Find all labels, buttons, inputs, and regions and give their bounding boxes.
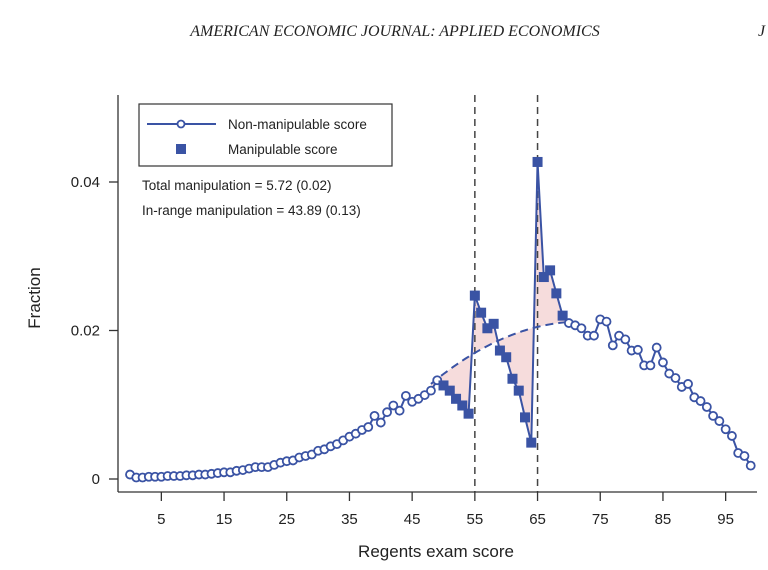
- nonmanipulable-point: [739, 451, 750, 461]
- manipulable-point: [520, 412, 531, 423]
- legend-label-manipulable: Manipulable score: [228, 142, 338, 157]
- nonmanipulable-point: [400, 390, 411, 401]
- manipulable-point: [532, 156, 543, 167]
- manipulable-point: [551, 288, 562, 299]
- manipulable-point: [463, 408, 474, 419]
- nonmanipulable-point: [683, 379, 693, 389]
- nonmanipulable-point: [394, 405, 405, 416]
- manipulable-point: [444, 385, 455, 396]
- legend-box: [138, 103, 393, 167]
- data-points: [125, 156, 756, 483]
- manipulable-point: [469, 290, 480, 301]
- nonmanipulable-point: [651, 342, 662, 353]
- manipulable-point: [457, 400, 468, 411]
- x-axis-title: Regents exam score: [358, 542, 514, 561]
- x-tick-label: 55: [467, 511, 484, 528]
- x-tick-label: 65: [529, 511, 546, 528]
- nonmanipulable-point: [745, 460, 756, 471]
- page-edge-text: J: [758, 23, 766, 40]
- manipulable-point: [476, 307, 487, 318]
- manipulable-point: [526, 437, 537, 448]
- x-ticks: 5 15 25 35 45 55 65 75 85 95: [157, 492, 734, 528]
- nonmanipulable-point: [701, 402, 712, 412]
- y-tick-label: 0.04: [71, 174, 100, 191]
- annotation-total-manipulation: Total manipulation = 5.72 (0.02): [142, 178, 332, 193]
- nonmanipulable-point: [426, 385, 436, 396]
- nonmanipulable-point: [375, 417, 386, 428]
- x-tick-label: 45: [404, 511, 421, 528]
- nonmanipulable-point: [419, 390, 430, 400]
- x-tick-label: 15: [216, 511, 233, 528]
- nonmanipulable-point: [388, 400, 399, 411]
- x-tick-label: 95: [717, 511, 734, 528]
- nonmanipulable-point: [664, 368, 675, 379]
- manipulable-point: [488, 318, 499, 329]
- nonmanipulable-point: [670, 373, 681, 383]
- legend-circle-icon: [176, 119, 186, 129]
- nonmanipulable-point: [708, 410, 719, 421]
- nonmanipulable-point: [363, 422, 374, 432]
- x-tick-label: 75: [592, 511, 609, 528]
- y-tick-label: 0.02: [71, 323, 100, 340]
- nonmanipulable-point: [620, 334, 631, 345]
- manipulable-point: [513, 385, 524, 396]
- x-tick-label: 85: [655, 511, 672, 528]
- nonmanipulable-point: [601, 316, 612, 327]
- legend-square-icon: [176, 144, 186, 154]
- manipulable-point: [538, 272, 549, 283]
- legend: Non-manipulable score Manipulable score: [138, 103, 393, 167]
- manipulable-point: [545, 265, 556, 276]
- manipulable-point: [501, 352, 512, 363]
- nonmanipulable-point: [632, 344, 643, 355]
- nonmanipulable-point: [695, 396, 706, 406]
- nonmanipulable-point: [720, 424, 731, 435]
- legend-label-nonmanipulable: Non-manipulable score: [228, 117, 367, 132]
- nonmanipulable-point: [589, 330, 599, 341]
- manipulable-point: [451, 393, 462, 404]
- y-ticks: 0 0.02 0.04: [71, 174, 118, 488]
- nonmanipulable-point: [645, 360, 656, 371]
- x-tick-label: 25: [278, 511, 295, 528]
- y-tick-label: 0: [92, 471, 100, 488]
- annotation-inrange-manipulation: In-range manipulation = 43.89 (0.13): [142, 203, 361, 218]
- y-axis-title: Fraction: [25, 267, 44, 328]
- nonmanipulable-point: [714, 416, 725, 426]
- x-tick-label: 35: [341, 511, 358, 528]
- counterfactual-dashed-curve: [430, 321, 569, 385]
- manipulable-point: [438, 380, 449, 391]
- nonmanipulable-point: [658, 357, 668, 368]
- x-tick-label: 5: [157, 511, 165, 528]
- manipulable-point: [557, 310, 568, 321]
- nonmanipulable-point: [607, 340, 618, 351]
- nonmanipulable-point: [576, 323, 587, 334]
- manipulable-point: [482, 323, 493, 334]
- nonmanipulable-point: [382, 407, 392, 418]
- manipulation-shaded-area: [430, 161, 569, 443]
- manipulable-point: [507, 373, 518, 384]
- nonmanipulable-point: [727, 431, 737, 441]
- journal-header: AMERICAN ECONOMIC JOURNAL: APPLIED ECONO…: [189, 23, 599, 40]
- shaded-region: [430, 161, 569, 443]
- manipulable-point: [494, 345, 505, 356]
- nonmanipulable-point: [369, 410, 380, 421]
